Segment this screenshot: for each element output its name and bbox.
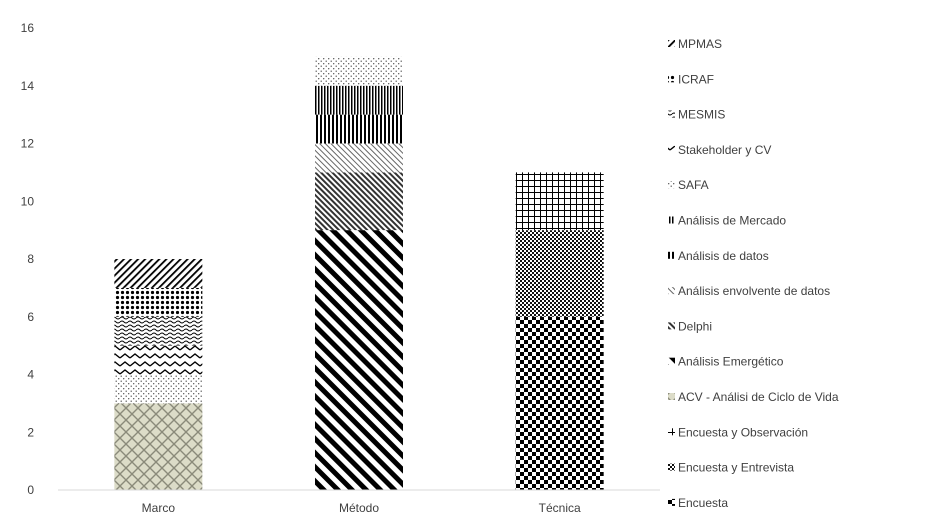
x-tick-label: Técnica [539,501,581,515]
legend-label: Análisis envolvente de datos [678,284,830,298]
bar-segment [315,172,403,231]
bar-segment [315,143,403,173]
y-tick-label: 12 [21,137,35,151]
legend-swatch [668,110,675,118]
legend-swatch [668,181,675,189]
y-tick-label: 2 [27,425,34,439]
legend-label: ICRAF [678,72,714,86]
legend-swatch [668,463,675,471]
legend-swatch [668,75,675,83]
legend-label: Stakeholder y CV [678,143,771,157]
bar-segment [114,403,203,490]
legend-label: Análisis de datos [678,249,769,263]
legend-label: Encuesta y Observación [678,425,808,439]
legend-swatch [668,428,675,436]
legend-swatch [668,393,675,400]
bar-segment [114,259,203,288]
x-tick-label: Marco [142,501,176,515]
y-axis: 0 2 4 6 8 10 12 14 16 [21,21,35,497]
y-tick-label: 8 [27,252,34,266]
bar-segment [315,56,403,86]
legend-swatch [668,251,675,259]
bar-segment [515,172,604,231]
y-tick-label: 6 [27,310,34,324]
y-tick-label: 14 [21,79,35,93]
bar-segment [114,374,203,404]
legend-swatch [668,216,675,224]
bar-segment [515,230,604,317]
legend-label: Análisis Emergético [678,355,784,369]
legend-label: MPMAS [678,37,722,51]
bar-segment [114,287,203,317]
bar-segment [315,114,403,144]
bar-segment [315,85,403,115]
legend-label: SAFA [678,178,709,192]
legend-swatch [668,145,675,153]
legend-label: ACV - Análisi de Ciclo de Vida [678,390,839,404]
legend-label: Delphi [678,319,712,333]
legend-swatch [668,322,675,330]
legend-swatch [668,40,675,47]
y-tick-label: 0 [27,483,34,497]
x-tick-label: Método [339,501,379,515]
y-tick-label: 16 [21,21,35,35]
bar-segment [114,316,203,346]
legend-label: Encuesta y Entrevista [678,461,794,475]
legend-label: Análisis de Mercado [678,214,786,228]
legend-label: Encuesta [678,496,728,510]
y-tick-label: 10 [21,194,35,208]
legend-swatch [668,287,675,295]
bar-segment [515,316,604,490]
legend-swatch [668,498,675,506]
bar-segment [114,345,203,375]
y-tick-label: 4 [27,368,34,382]
bars [114,56,604,490]
legend-swatch [668,357,675,365]
legend: MPMAS ICRAF MESMIS Stakeholder y CV SAFA Anál… [668,37,839,510]
legend-label: MESMIS [678,108,725,122]
x-axis-labels: Marco Método Técnica [142,501,581,515]
bar-segment [315,230,403,490]
